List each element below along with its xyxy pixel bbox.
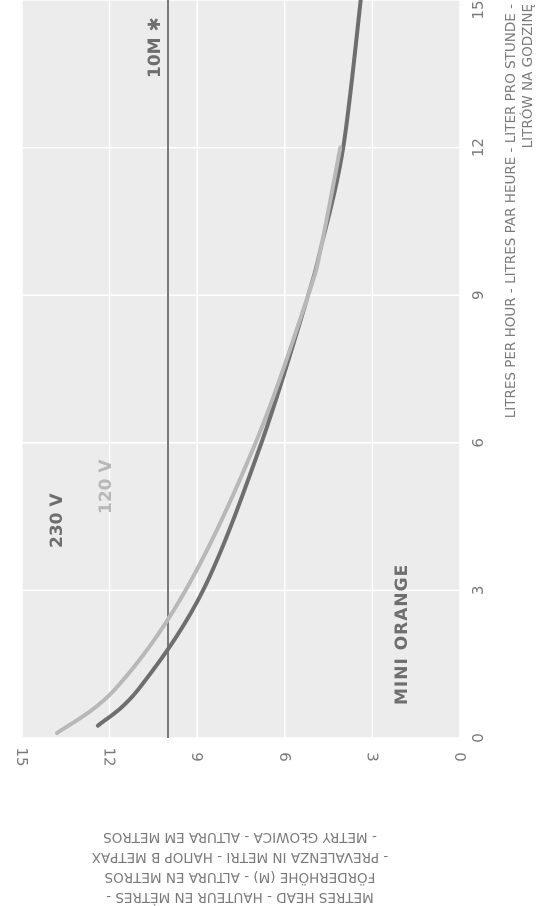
head-tick-labels: 0 3 6 9 12 15: [13, 747, 469, 766]
y-tick-label: 6: [276, 752, 294, 762]
series-label: 230 V: [47, 493, 67, 548]
x-tick-label: 12: [469, 138, 487, 157]
y-tick-label: 3: [363, 752, 381, 762]
x-axis-label-line: LITRÓW NA GODZINĘ: [518, 4, 536, 148]
y-tick-label: 12: [101, 747, 119, 766]
y-tick-label: 0: [451, 752, 469, 762]
y-tick-label: 15: [13, 747, 31, 766]
plot-background: [22, 0, 460, 738]
performance-curves: 230 V 120 V: [47, 0, 363, 736]
y-axis-label-line: - PREVALENZA IN METRI - НАПОР В МЕТРАХ: [92, 849, 389, 865]
x-axis-label-line: LITRES PER HOUR - LITRES PAR HEURE - LIT…: [503, 4, 519, 418]
y-axis-label-line: METRES HEAD - HAUTEUR EN MÈTRES -: [106, 889, 374, 906]
model-label: MINI ORANGE: [392, 564, 412, 705]
y-tick-label: 9: [188, 752, 206, 762]
series-line: [55, 145, 343, 736]
y-axis-label-line: FÖRDERHÖHE (M) - ALTURA EN METROS: [105, 869, 376, 887]
reference-label: 10M ✱: [145, 17, 165, 78]
x-tick-label: 15: [469, 0, 487, 19]
x-tick-label: 3: [469, 586, 487, 596]
y-axis-label: METRES HEAD - HAUTEUR EN MÈTRES - FÖRDER…: [92, 829, 389, 906]
series-label: 120 V: [96, 459, 116, 514]
y-axis-label-line: - METRY GŁOWICA - ALTURA EM METROS: [103, 829, 377, 845]
x-tick-label: 6: [469, 438, 487, 448]
flow-tick-labels: 0 3 6 9 12 15: [469, 0, 487, 742]
x-axis-label: LITRES PER HOUR - LITRES PAR HEURE - LIT…: [503, 4, 536, 418]
x-tick-label: 0: [469, 733, 487, 743]
x-tick-label: 9: [469, 290, 487, 300]
grid: [21, 0, 461, 739]
